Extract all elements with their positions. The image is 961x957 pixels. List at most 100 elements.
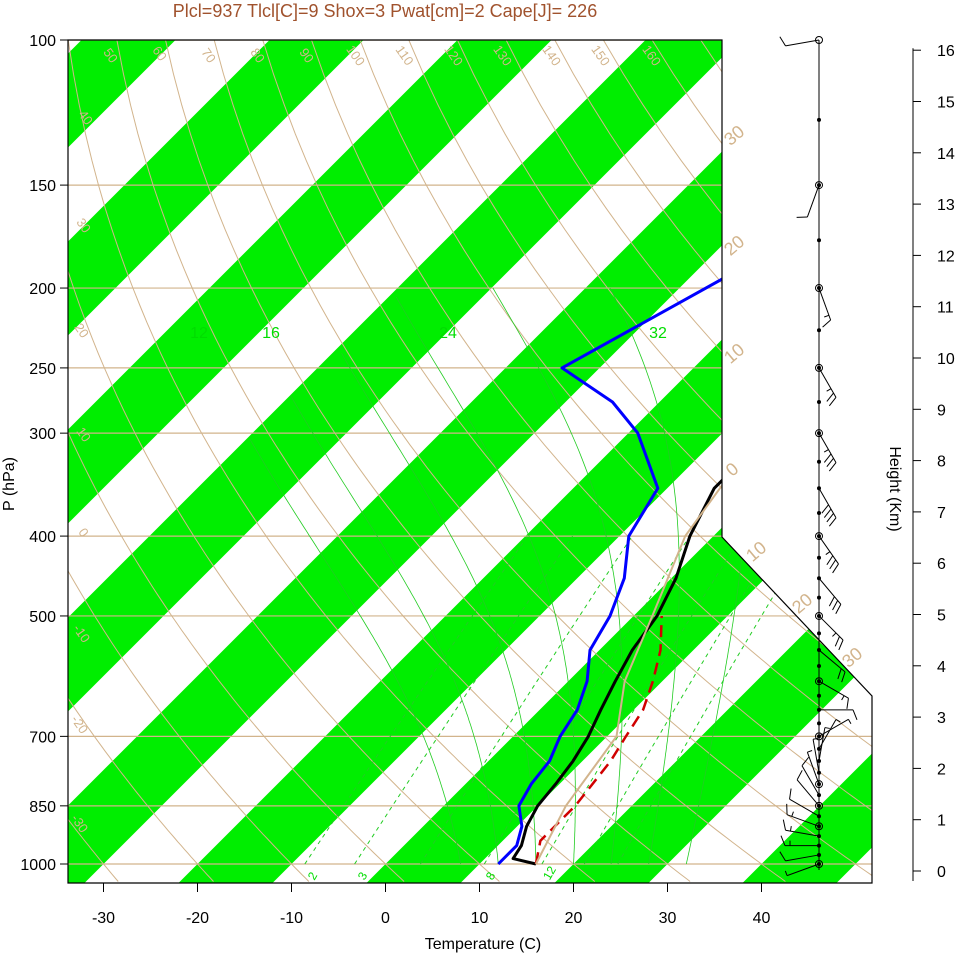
y-tick-label: 150: [29, 178, 56, 195]
height-tick-label: 1: [937, 813, 946, 830]
height-axis-label: Height (Km): [886, 446, 903, 531]
height-tick-label: 14: [937, 146, 955, 163]
x-tick-label: -10: [280, 910, 303, 927]
wind-barb: [815, 429, 837, 472]
level-dot: [817, 511, 821, 516]
mixing-ratio-line: [617, 535, 811, 865]
y-tick-label: 700: [29, 729, 56, 746]
wind-barb: [796, 770, 823, 810]
wind-barb: [815, 532, 839, 574]
moist-adiabat-label: 20: [720, 231, 748, 259]
dry-adiabat: [68, 40, 310, 882]
dry-adiabat-label: -20: [68, 712, 91, 736]
moist-adiabat-label: 10: [742, 537, 770, 565]
x-axis-label: Temperature (C): [425, 936, 541, 953]
y-tick-label: 1000: [20, 857, 56, 874]
dry-adiabat: [457, 40, 872, 882]
level-dot: [817, 238, 821, 243]
level-dot: [817, 693, 821, 698]
height-tick-label: 3: [937, 710, 946, 727]
wind-barb: [818, 649, 846, 683]
y-axis: 100 150 200 250 300 400 500 700 850 1000: [20, 33, 69, 883]
wind-barb: [818, 488, 837, 527]
mixing-ratio-label: 32: [649, 325, 667, 342]
x-tick-label: 0: [381, 910, 390, 927]
dry-adiabat: [68, 40, 596, 882]
dry-adiabat-label: 30: [73, 215, 94, 235]
y-tick-label: 250: [29, 361, 56, 378]
level-dot: [817, 459, 821, 464]
height-tick-label: 10: [937, 351, 955, 368]
wind-barb: [818, 719, 841, 750]
temperature-band: [68, 40, 359, 883]
x-tick-label: 10: [471, 910, 489, 927]
moist-adiabat: [290, 395, 499, 865]
mixing-ratio-label: 3: [355, 869, 371, 882]
dry-adiabat-label: 90: [296, 45, 317, 65]
dry-adiabat-label: 20: [71, 320, 92, 340]
wind-barb: [806, 750, 823, 789]
x-tick-label: 20: [565, 910, 583, 927]
wind-barb: [801, 756, 820, 796]
dry-adiabat-label: 50: [100, 45, 121, 65]
dry-adiabat-label: 10: [73, 424, 94, 444]
moist-adiabat: [609, 287, 680, 865]
mixing-ratio-line: [583, 535, 780, 865]
x-axis: -30 -20 -10 0 10 20 30 40: [92, 882, 771, 927]
temperature-band: [68, 40, 547, 883]
level-dot: [817, 663, 821, 668]
x-tick-label: 30: [659, 910, 677, 927]
temperature-profile: [511, 40, 872, 866]
wind-barb: [779, 36, 823, 47]
moist-adiabat-label: 20: [788, 589, 816, 617]
wind-barb: [815, 611, 844, 651]
x-tick-label: -30: [92, 910, 115, 927]
level-dot: [817, 555, 821, 560]
dry-adiabat-label: 0: [75, 525, 91, 540]
dry-adiabat-label: 110: [393, 43, 417, 69]
wind-barb-column: [779, 36, 858, 877]
height-tick-label: 7: [937, 505, 946, 522]
wind-barb: [815, 718, 852, 741]
moist-adiabat: [492, 287, 623, 865]
wind-barb: [815, 677, 849, 709]
x-tick-label: 40: [753, 910, 771, 927]
height-tick-label: 8: [937, 454, 946, 471]
height-tick-label: 2: [937, 761, 946, 778]
height-tick-label: 11: [937, 300, 954, 317]
temperature-band: [68, 40, 735, 883]
moist-adiabat-label: 30: [720, 121, 748, 149]
wind-barb: [818, 577, 842, 615]
temperature-band: [351, 40, 872, 883]
dry-adiabat-label: 80: [247, 45, 268, 65]
moist-adiabat-label: 10: [720, 339, 748, 367]
mixing-ratio-line: [354, 535, 574, 865]
dry-adiabat: [68, 40, 214, 882]
wind-barb: [796, 181, 823, 218]
moist-adiabat-label: 0: [722, 459, 743, 481]
y-tick-label: 850: [29, 799, 56, 816]
x-tick-label: -20: [186, 910, 209, 927]
height-tick-label: 15: [937, 95, 955, 112]
mixing-ratio-label: 16: [262, 325, 280, 342]
dry-adiabat-label: 150: [588, 42, 613, 68]
dry-adiabat: [165, 40, 786, 882]
isopleth-labels: 50 60 70 80 90 100 110 120 130 140 150 160403020100…: [68, 42, 866, 882]
mixing-ratio-line: [304, 535, 528, 865]
dry-adiabat-label: 60: [149, 43, 170, 63]
wind-barb: [779, 851, 820, 862]
mixing-ratio-label: 12: [540, 863, 559, 882]
height-tick-label: 4: [937, 659, 946, 676]
mixing-ratio-label: 24: [439, 325, 457, 342]
dry-adiabat-label: 70: [198, 45, 219, 65]
level-dot: [817, 631, 821, 636]
y-tick-label: 100: [29, 33, 56, 50]
wind-barb: [782, 819, 820, 837]
y-tick-label: 300: [29, 426, 56, 443]
wind-barb: [815, 363, 837, 407]
level-dot: [817, 117, 821, 122]
wind-barb: [819, 709, 858, 721]
chart-title: Plcl=937 Tlcl[C]=9 Shox=3 Pwat[cm]=2 Cap…: [173, 1, 597, 21]
